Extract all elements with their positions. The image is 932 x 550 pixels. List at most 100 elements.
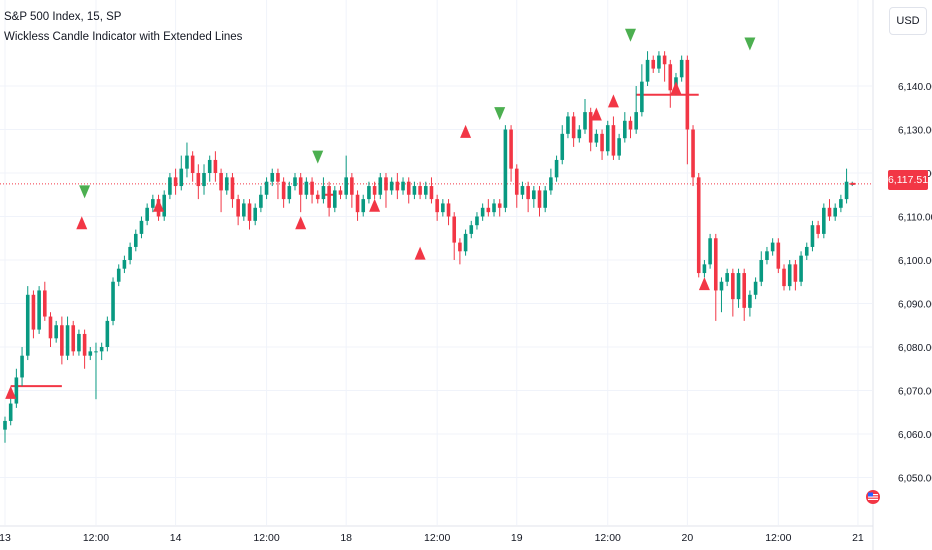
y-tick-label: 6,110.00 [898,213,932,224]
candle-body [264,181,269,195]
signal-down-triangle [744,37,756,51]
indicator-legend[interactable]: Wickless Candle Indicator with Extended … [4,31,243,43]
candle-body [423,186,428,195]
candle-body [213,159,218,173]
candle-body [844,181,849,200]
x-tick-label: 12:00 [595,532,621,544]
candle-body [782,268,786,287]
y-tick-label: 6,060.00 [898,430,932,441]
candle-body [122,260,127,269]
candle-body [628,120,633,130]
candle-body [839,199,843,208]
candle-body [810,225,815,247]
candle-body [702,264,707,274]
candle-body [196,173,201,187]
candle-body [645,59,650,82]
candle-body [623,120,627,139]
candle-body [441,203,445,213]
candle-body [469,225,474,234]
x-tick-label: 21 [852,532,864,544]
candle-body [401,181,405,191]
candle-body [48,316,53,339]
candle-body [679,59,684,78]
candle-body [492,203,496,213]
candle-body [497,203,502,208]
candle-body [571,116,576,139]
candle-body [486,207,491,213]
candle-body [736,273,741,300]
candle-body [378,177,383,195]
candle-body [793,264,798,282]
x-tick-label: 20 [682,532,694,544]
candle-body [731,273,735,300]
symbol-legend[interactable]: S&P 500 Index, 15, SP [4,11,122,23]
candle-body [458,242,462,252]
candle-body [594,133,599,143]
candle-body [207,159,212,173]
candle-body [418,186,422,195]
candle-body [406,181,411,195]
candle-body [88,351,93,356]
x-tick-label: 14 [170,532,182,544]
signal-up-triangle [295,216,307,230]
candle-body [611,125,616,156]
signal-up-triangle [369,198,381,212]
y-tick-label: 6,130.00 [898,126,932,137]
candle-body [31,294,36,330]
candle-body [293,177,297,187]
candle-body [520,186,525,195]
candle-body [105,320,110,347]
candle-body [412,186,417,195]
candle-body [549,177,553,191]
candle-body [640,81,644,113]
candle-body [116,268,121,282]
candle-body [310,181,314,195]
currency-button[interactable]: USD [889,7,927,35]
candle-body [384,177,388,191]
candle-body [185,155,189,169]
candle-body [429,186,434,200]
candle-body [537,190,542,208]
candle-body [202,173,206,187]
candle-body [270,173,275,182]
signal-down-triangle [79,185,91,199]
candle-body [236,199,240,217]
x-tick-label: 12:00 [83,532,109,544]
candle-body [480,207,485,217]
candle-body [173,177,178,187]
candle-body [560,133,565,160]
signal-up-triangle [698,277,710,291]
signal-down-triangle [624,28,636,42]
candle-body [526,186,530,200]
candle-body [151,199,155,208]
candle-body [247,203,252,221]
candle-body [372,186,377,195]
candle-body [657,55,661,69]
candle-body [338,190,343,195]
candle-body [532,190,536,200]
x-tick-label: 12:00 [765,532,791,544]
candle-body [605,125,610,152]
candle-body [179,168,184,187]
candle-body [25,294,30,356]
candle-body [713,238,718,291]
candle-body [799,255,803,282]
candle-body [287,186,292,200]
candle-body [566,116,570,134]
candle-body [753,281,758,295]
candle-body [503,129,508,208]
candle-body [816,225,820,234]
candle-body [99,347,104,352]
candle-body [94,351,98,353]
candle-body [634,112,638,130]
x-tick-label: 18 [340,532,352,544]
signal-up-triangle [670,81,682,95]
candle-body [71,325,76,352]
candle-body [463,233,468,252]
candle-body [65,325,70,356]
signal-up-triangle [590,107,602,121]
x-tick-label: 13 [0,532,11,544]
candle-body [315,194,320,200]
